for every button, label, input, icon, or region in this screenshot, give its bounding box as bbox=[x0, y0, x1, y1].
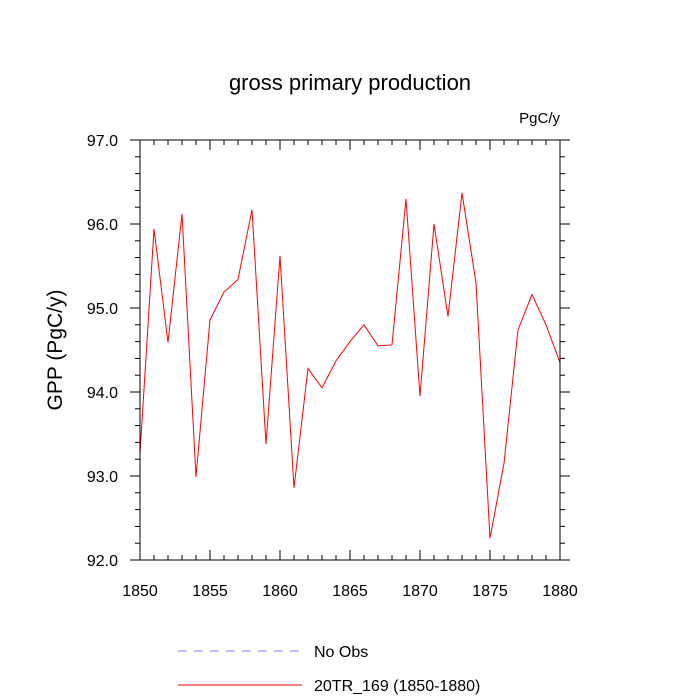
legend: No Obs 20TR_169 (1850-1880) bbox=[178, 644, 480, 695]
axis-ticks: 1850 1855 1860 1865 1870 1875 1880 92.0 93.0 94.0… bbox=[87, 133, 578, 600]
x-tick-label: 1850 bbox=[122, 583, 158, 600]
y-tick-label: 93.0 bbox=[87, 469, 118, 486]
y-tick-label: 95.0 bbox=[87, 301, 118, 318]
units-label: PgC/y bbox=[519, 110, 560, 127]
x-tick-label: 1870 bbox=[402, 583, 438, 600]
y-axis-label: GPP (PgC/y) bbox=[44, 290, 67, 411]
x-tick-label: 1875 bbox=[472, 583, 508, 600]
legend-label-1: 20TR_169 (1850-1880) bbox=[314, 678, 480, 695]
x-tick-label: 1855 bbox=[192, 583, 228, 600]
legend-label-0: No Obs bbox=[314, 644, 368, 661]
series-lines bbox=[139, 192, 561, 539]
chart-title: gross primary production bbox=[229, 70, 471, 95]
series-line-1 bbox=[139, 192, 561, 539]
x-tick-label: 1865 bbox=[332, 583, 368, 600]
y-tick-label: 96.0 bbox=[87, 217, 118, 234]
plot-frame bbox=[139, 139, 561, 561]
y-tick-label: 97.0 bbox=[87, 133, 118, 150]
x-tick-label: 1880 bbox=[542, 583, 578, 600]
x-tick-label: 1860 bbox=[262, 583, 298, 600]
y-tick-label: 94.0 bbox=[87, 385, 118, 402]
y-tick-label: 92.0 bbox=[87, 553, 118, 570]
